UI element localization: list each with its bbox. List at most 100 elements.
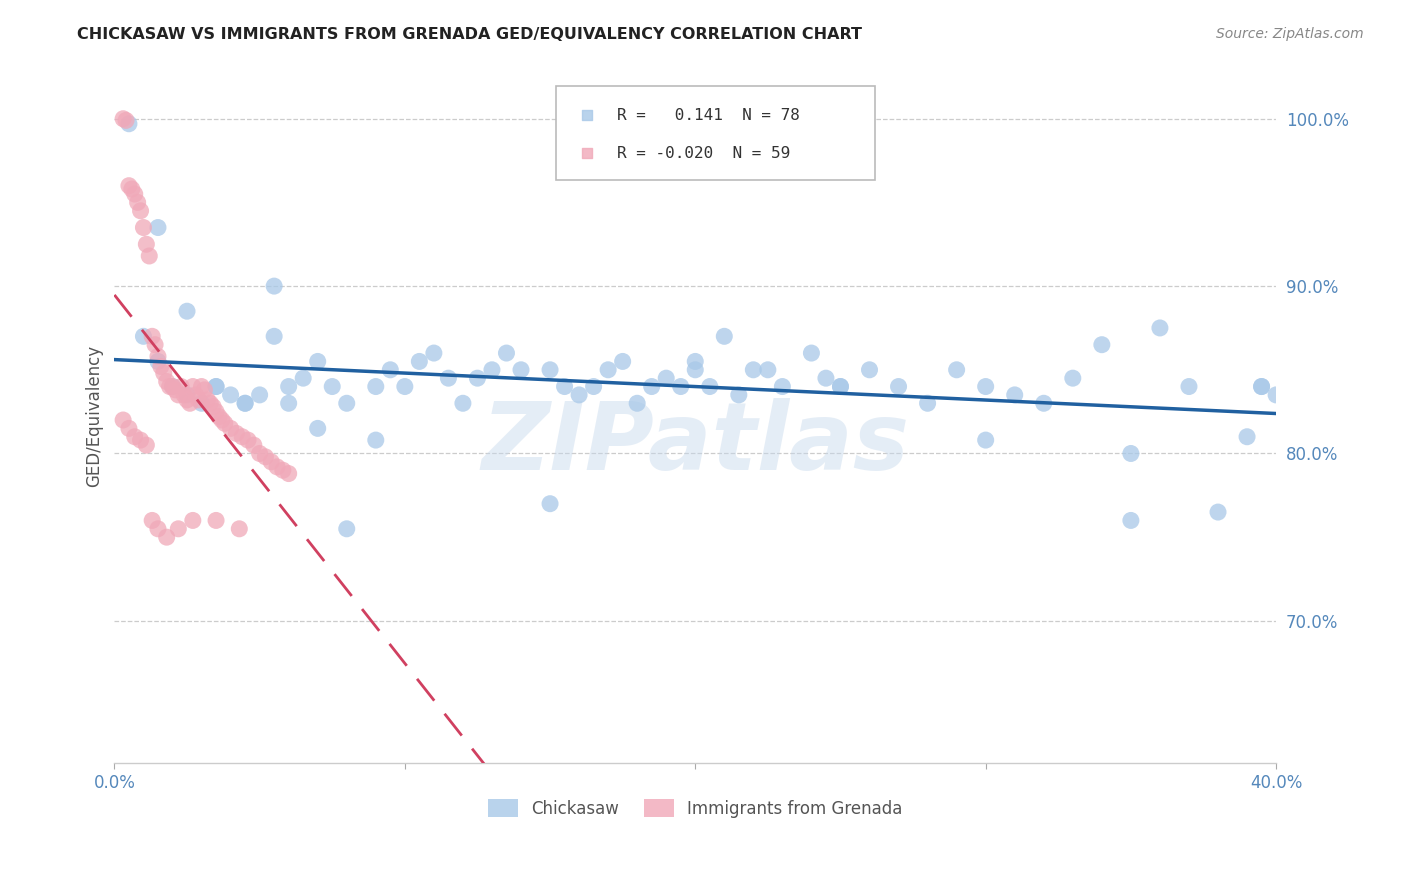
Point [146,350,169,364]
Point [538,363,561,377]
Point [121,182,143,196]
Point [1206,505,1229,519]
Point [380,363,402,377]
Point [277,467,299,481]
Point [598,363,620,377]
Point [233,396,256,410]
Point [1149,321,1171,335]
Point [141,329,163,343]
Point [156,530,179,544]
Point [727,388,749,402]
Point [510,363,533,377]
Point [887,379,910,393]
Point [211,413,233,427]
Point [138,249,160,263]
Point [112,413,135,427]
Text: R =   0.141  N = 78: R = 0.141 N = 78 [617,108,800,122]
Point [135,237,157,252]
Point [271,463,294,477]
Point [190,379,212,393]
Point [176,388,198,402]
Point [307,421,329,435]
Point [408,354,430,368]
Point [495,346,517,360]
Text: CHICKASAW VS IMMIGRANTS FROM GRENADA GED/EQUIVALENCY CORRELATION CHART: CHICKASAW VS IMMIGRANTS FROM GRENADA GED… [77,27,862,42]
Point [1062,371,1084,385]
Point [176,392,198,407]
Point [266,459,288,474]
Point [641,379,664,393]
Point [626,396,648,410]
Point [292,371,315,385]
Point [756,363,779,377]
Point [858,363,880,377]
Point [277,379,299,393]
Point [187,392,209,407]
Point [225,426,247,441]
Point [451,396,474,410]
Point [118,117,141,131]
Point [165,383,187,397]
Point [193,383,215,397]
Point [554,379,576,393]
Point [364,433,387,447]
Point [159,379,181,393]
Point [321,379,343,393]
Point [1250,379,1272,393]
Point [582,379,605,393]
Point [1285,316,1308,330]
Point [770,379,793,393]
Point [437,371,460,385]
Point [800,346,823,360]
Point [467,371,489,385]
Point [205,379,228,393]
Point [974,433,997,447]
Point [336,522,359,536]
Point [830,379,852,393]
Point [146,522,169,536]
Point [124,187,146,202]
Point [481,363,503,377]
Point [260,455,283,469]
Point [179,396,201,410]
Point [423,346,446,360]
Point [364,379,387,393]
Point [129,433,152,447]
Point [219,421,242,435]
Point [669,379,692,393]
Point [173,388,195,402]
Point [1091,337,1114,351]
Point [184,388,207,402]
Y-axis label: GED/Equivalency: GED/Equivalency [86,345,103,487]
Point [1236,430,1258,444]
Point [1119,513,1142,527]
Point [132,220,155,235]
Point [830,379,852,393]
Point [205,404,228,418]
Point [1285,224,1308,238]
Point [683,363,706,377]
Point [233,396,256,410]
Point [124,430,146,444]
Point [129,203,152,218]
Point [263,329,285,343]
Point [568,388,591,402]
Point [1119,446,1142,460]
Point [683,354,706,368]
Point [149,359,172,374]
Point [231,430,253,444]
Point [205,379,228,393]
Text: ZIPatlas: ZIPatlas [481,398,910,490]
Point [228,522,250,536]
Point [243,438,266,452]
Point [655,371,678,385]
Point [112,112,135,126]
Point [181,379,204,393]
Point [263,279,285,293]
Point [181,513,204,527]
Point [254,450,277,464]
Point [1250,379,1272,393]
Point [1265,388,1288,402]
Point [214,417,236,431]
Point [1032,396,1054,410]
